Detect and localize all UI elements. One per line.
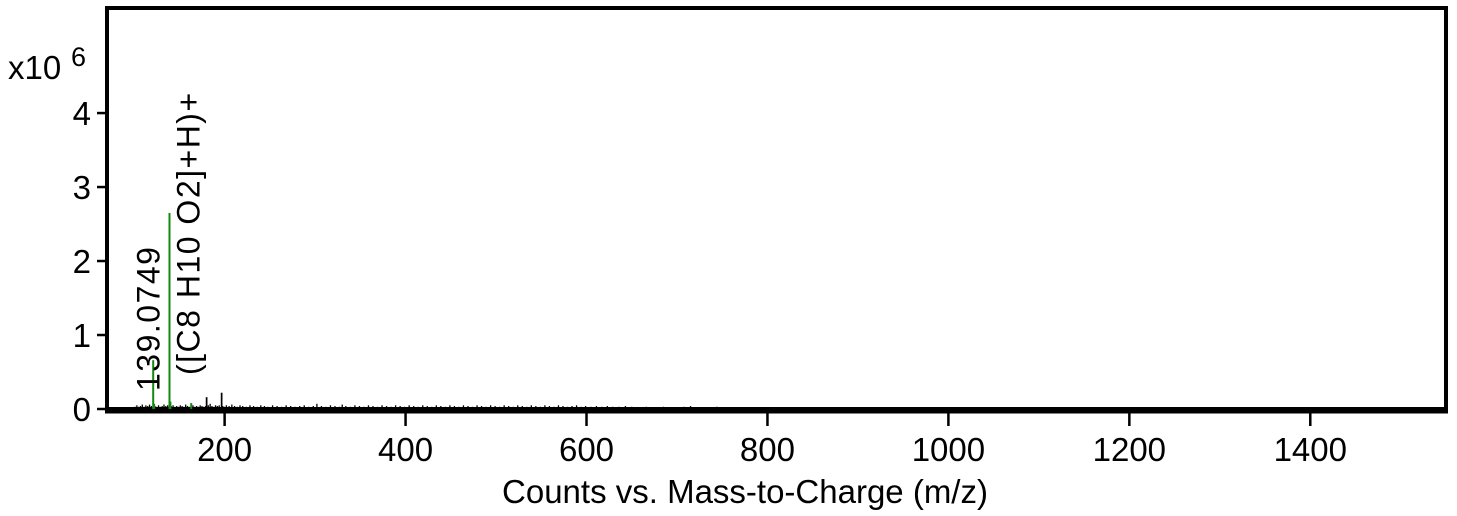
spectrum-peaks [152, 212, 223, 409]
baseline-noise-peaks [134, 403, 789, 409]
x-tick-label: 600 [559, 431, 614, 468]
y-axis-scale-exponent: 6 [71, 42, 86, 72]
x-tick-label: 1400 [1274, 431, 1347, 468]
y-tick-label: 2 [73, 243, 91, 280]
y-axis-ticks: 0 1 2 3 4 [73, 95, 107, 428]
y-tick-label: 1 [73, 317, 91, 354]
x-tick-label: 800 [740, 431, 795, 468]
y-tick-label: 4 [73, 95, 91, 132]
peak-mz-label: 139.0749 [130, 246, 166, 391]
x-axis-ticks: 200 400 600 800 1000 1200 1400 [197, 413, 1347, 468]
x-tick-label: 1200 [1093, 431, 1166, 468]
y-tick-label: 3 [73, 169, 91, 206]
x-tick-label: 400 [378, 431, 433, 468]
y-tick-label: 0 [73, 391, 91, 428]
x-tick-label: 200 [197, 431, 252, 468]
y-axis-scale-label: x10 [8, 49, 61, 86]
peak-formula-label: ([C8 H10 O2]+H)+ [170, 91, 206, 375]
plot-area[interactable] [105, 6, 1448, 411]
x-axis-title: Counts vs. Mass-to-Charge (m/z) [502, 473, 988, 510]
x-tick-label: 1000 [912, 431, 985, 468]
